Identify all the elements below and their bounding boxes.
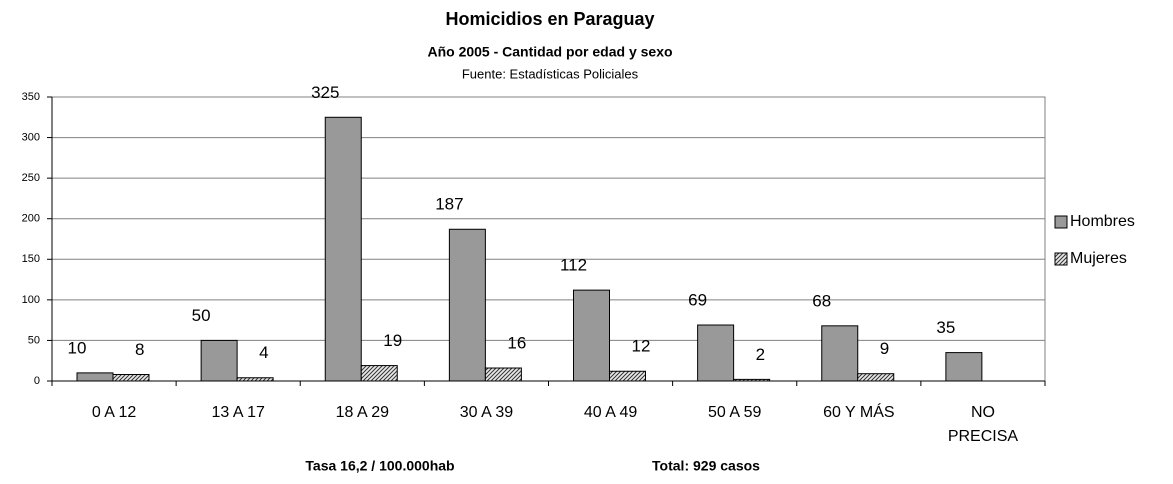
annotation: Tasa 16,2 / 100.000hab: [305, 458, 454, 474]
x-tick-label: 60 Y MÁS: [823, 402, 894, 421]
annotation: Total: 929 casos: [652, 458, 760, 474]
data-label: 16: [507, 334, 526, 353]
bar: [324, 116, 362, 382]
y-tick-label: 100: [22, 294, 40, 306]
data-label: 10: [68, 338, 87, 357]
legend-swatch: [1054, 215, 1068, 229]
bar: [200, 339, 238, 382]
data-label: 68: [812, 291, 831, 310]
bar: [857, 373, 895, 382]
data-label: 187: [435, 195, 463, 214]
plot-area: [51, 96, 1046, 382]
data-label: 12: [632, 337, 651, 356]
data-label: 69: [688, 290, 707, 309]
x-tick-label: 18 A 29: [336, 404, 389, 421]
bar: [609, 370, 646, 382]
x-tick-label: 13 A 17: [211, 404, 264, 421]
x-tick-label: 50 A 59: [708, 404, 761, 421]
bar: [945, 352, 983, 382]
data-label: 19: [383, 331, 402, 350]
data-label: 50: [192, 306, 211, 325]
bar: [484, 367, 522, 382]
bar: [573, 289, 610, 382]
data-label: 35: [936, 318, 955, 337]
x-tick-label: 30 A 39: [460, 404, 513, 421]
legend-label: Hombres: [1070, 213, 1135, 230]
x-tick-label: 40 A 49: [584, 404, 637, 421]
bar: [697, 324, 735, 382]
y-tick-label: 350: [22, 91, 40, 103]
data-label: 112: [560, 256, 587, 275]
x-tick-label: 0 A 12: [92, 404, 137, 421]
y-tick-label: 300: [22, 131, 40, 143]
data-label: 8: [135, 340, 144, 359]
y-tick-label: 200: [22, 213, 40, 225]
y-tick-label: 250: [22, 172, 40, 184]
chart-title: Homicidios en Paraguay: [445, 9, 654, 29]
bar: [448, 228, 486, 382]
data-label: 9: [880, 339, 889, 358]
bar: [112, 374, 150, 382]
data-label: 2: [756, 345, 765, 364]
bar: [821, 325, 859, 382]
chart-source: Fuente: Estadísticas Policiales: [462, 66, 639, 81]
data-label: 325: [311, 83, 339, 102]
y-tick-label: 150: [22, 253, 40, 265]
data-label: 4: [259, 343, 268, 362]
bar: [360, 365, 398, 382]
chart-subtitle: Año 2005 - Cantidad por edad y sexo: [427, 44, 672, 60]
bar: [236, 377, 274, 382]
legend-swatch: [1054, 252, 1068, 266]
bar: [733, 378, 771, 382]
x-tick-label: NO PRECISA: [948, 404, 1019, 445]
bar: [76, 372, 114, 382]
legend-label: Mujeres: [1070, 250, 1127, 267]
y-tick-label: 0: [34, 375, 40, 387]
y-tick-label: 50: [28, 334, 40, 346]
